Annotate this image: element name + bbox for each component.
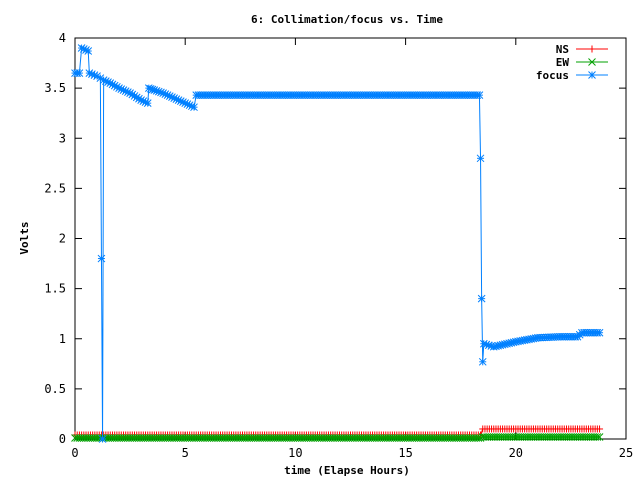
y-tick-label-6: 3 — [59, 131, 66, 145]
legend-label-focus: focus — [536, 69, 569, 82]
x-tick-label-5: 25 — [619, 446, 633, 460]
point-EW-183 — [474, 434, 483, 442]
y-tick-label-0: 0 — [59, 432, 66, 446]
point-EW-237 — [593, 433, 602, 441]
y-tick-label-8: 4 — [59, 31, 66, 45]
x-tick-label-2: 10 — [288, 446, 302, 460]
x-axis-label: time (Elapse Hours) — [284, 464, 410, 477]
y-tick-label-1: 0.5 — [44, 382, 66, 396]
point-focus-2 — [75, 69, 84, 77]
point-focus-188 — [477, 294, 486, 303]
point-focus-56 — [190, 103, 198, 112]
point-focus-187 — [476, 154, 485, 163]
point-focus-12 — [97, 254, 106, 263]
legend-label-EW: EW — [556, 56, 570, 69]
series-focus — [71, 44, 604, 443]
y-tick-label-4: 2 — [59, 232, 66, 246]
point-focus-13 — [98, 435, 107, 443]
chart-title: 6: Collimation/focus vs. Time — [251, 13, 443, 26]
x-tick-label-4: 20 — [509, 446, 523, 460]
legend-marker-EW — [588, 58, 596, 66]
series-group — [71, 44, 604, 443]
y-tick-label-2: 1 — [59, 332, 66, 346]
y-tick-label-3: 1.5 — [44, 282, 66, 296]
point-focus-6 — [84, 47, 93, 55]
x-tick-label-3: 15 — [398, 446, 412, 460]
point-EW-238 — [595, 433, 604, 441]
x-tick-label-1: 5 — [182, 446, 189, 460]
axis-ticks: 0 5 10 15 20 25 0 0.5 1 1.5 2 2.5 3 3.5 4 — [44, 31, 633, 460]
legend-label-NS: NS — [556, 43, 569, 56]
point-focus-242 — [595, 328, 604, 337]
series-EW — [71, 433, 604, 442]
y-axis-label: Volts — [18, 221, 31, 254]
point-NS-238 — [596, 425, 604, 433]
point-focus-186 — [475, 91, 484, 99]
series-line-focus — [75, 47, 600, 440]
point-EW-184 — [476, 434, 485, 442]
point-focus-34 — [143, 99, 152, 108]
legend-marker-NS — [588, 45, 596, 53]
point-focus-189 — [478, 357, 487, 366]
y-tick-label-7: 3.5 — [44, 81, 66, 95]
y-tick-label-5: 2.5 — [44, 181, 66, 195]
x-tick-label-0: 0 — [71, 446, 78, 460]
legend-marker-focus — [588, 71, 596, 79]
